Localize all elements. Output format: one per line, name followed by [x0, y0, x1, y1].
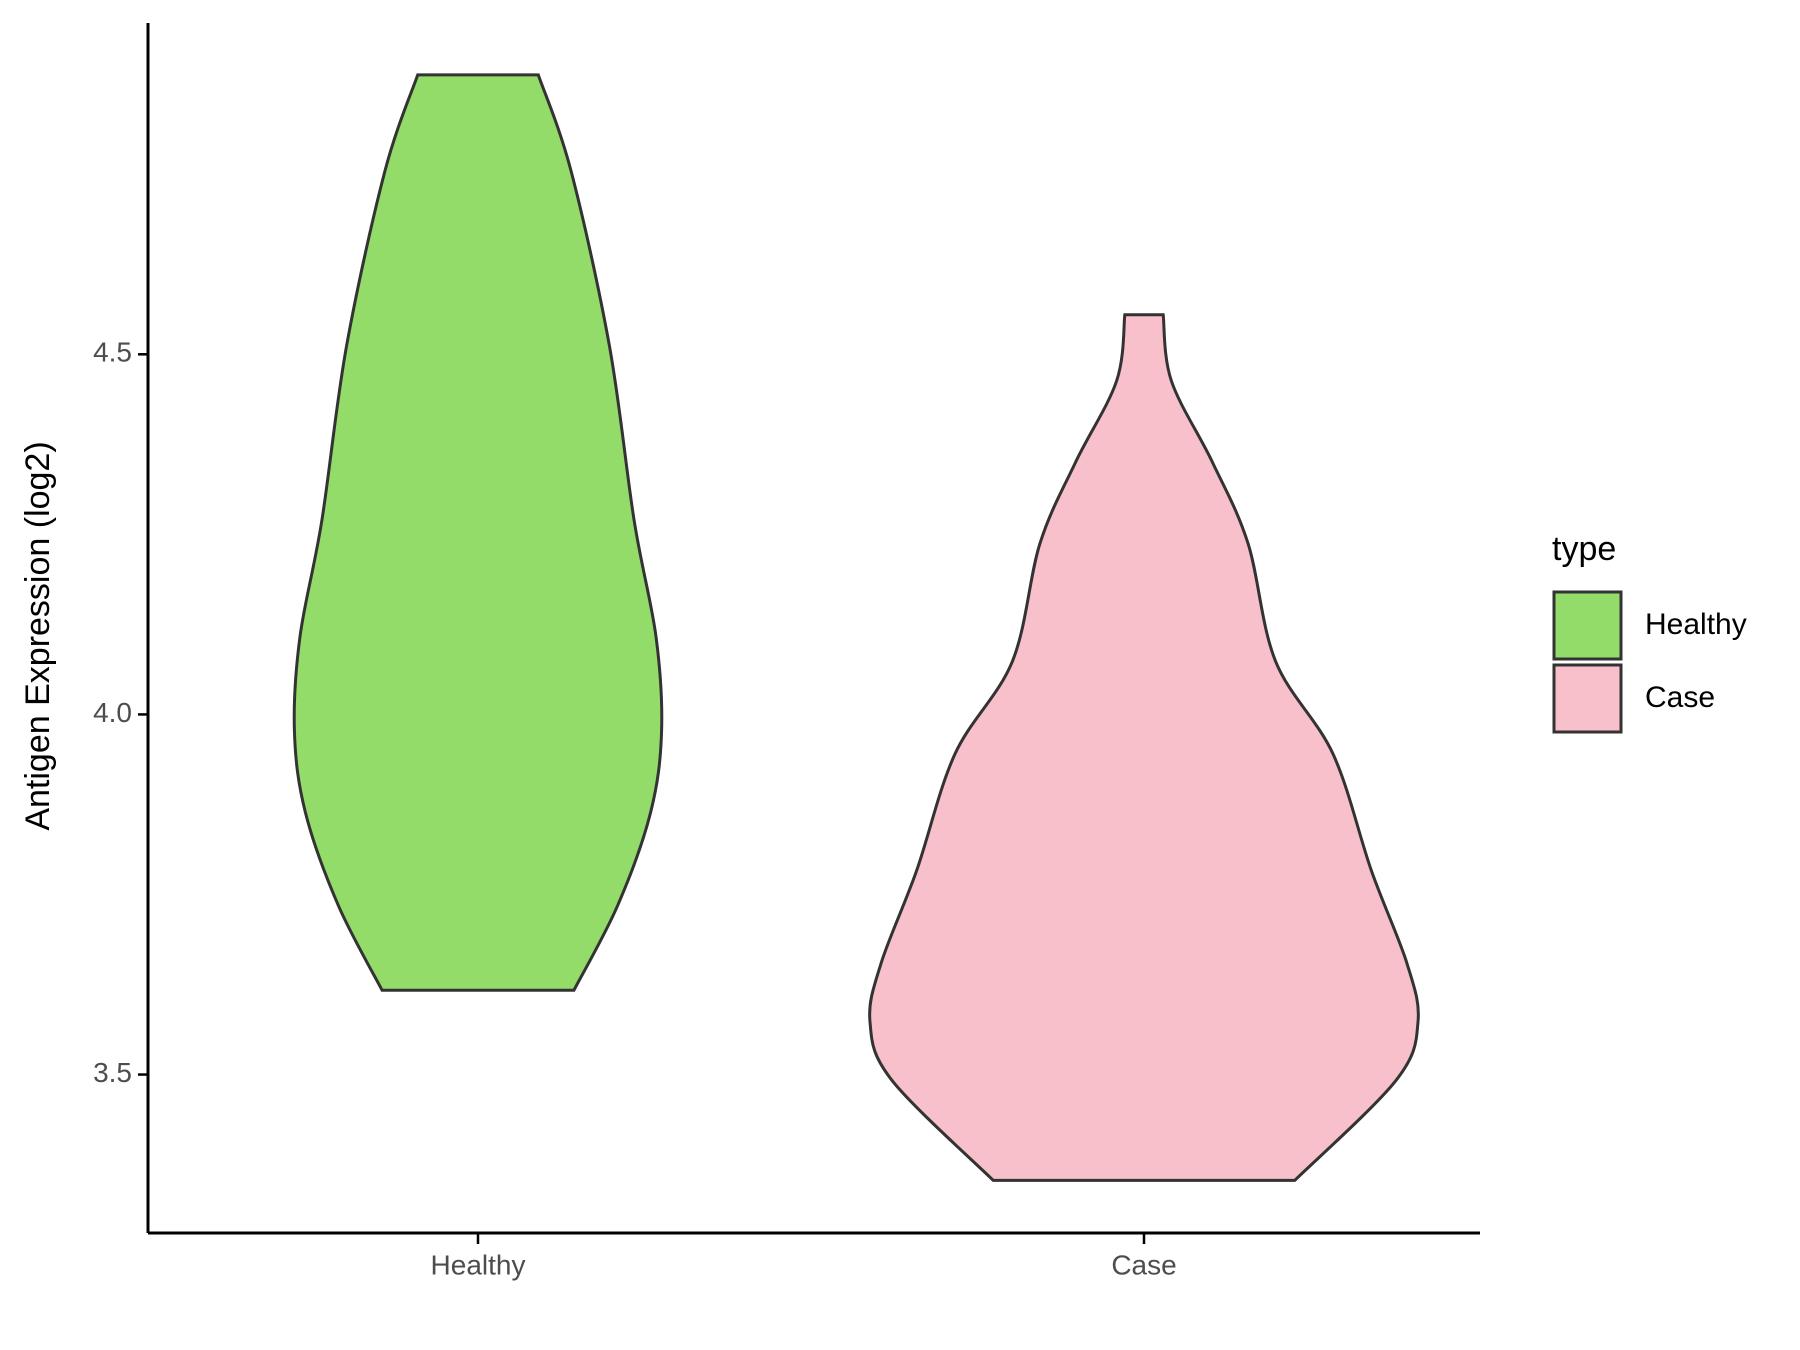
x-tick-label: Case — [1111, 1249, 1176, 1280]
y-tick-label: 3.5 — [93, 1057, 132, 1088]
x-tick-label: Healthy — [431, 1249, 526, 1280]
y-axis-title: Antigen Expression (log2) — [19, 441, 57, 830]
legend-key — [1552, 590, 1623, 661]
legend-title: type — [1552, 530, 1616, 568]
legend-label: Case — [1645, 681, 1715, 714]
legend-key — [1552, 663, 1623, 734]
violin — [292, 73, 664, 992]
y-tick-label: 4.5 — [93, 337, 132, 368]
violin — [868, 313, 1420, 1182]
y-tick-label: 4.0 — [93, 697, 132, 728]
legend-label: Healthy — [1645, 608, 1747, 641]
